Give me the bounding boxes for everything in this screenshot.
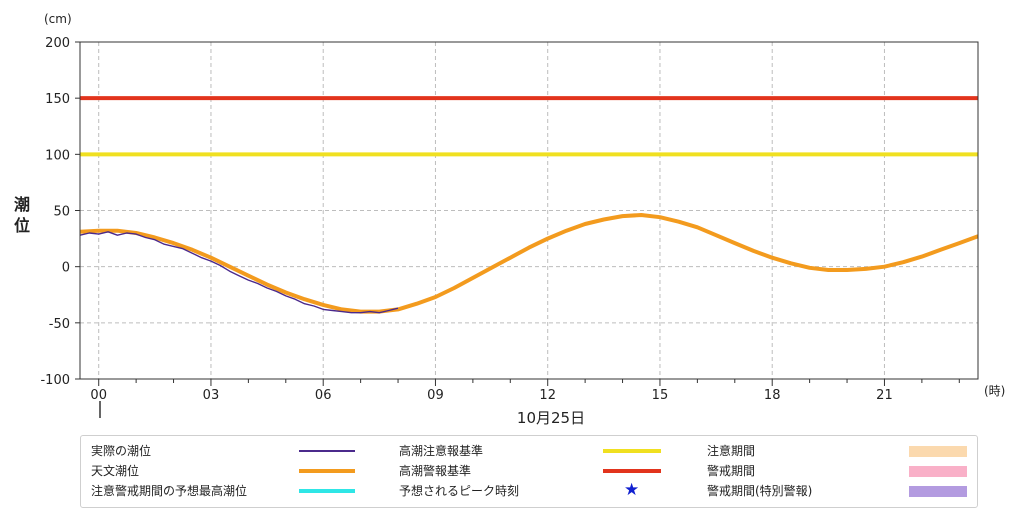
observed-tide-line bbox=[79, 231, 399, 314]
y-tick-label: -100 bbox=[40, 373, 70, 388]
y-axis-ticks: -100 -50 0 50 100 150 200 bbox=[40, 36, 80, 388]
x-tick-label: 21 bbox=[876, 388, 893, 403]
legend-label-observed: 実際の潮位 bbox=[91, 444, 152, 458]
legend-label-special-warning-period: 警戒期間(特別警報) bbox=[707, 484, 813, 498]
tide-chart: -100 -50 0 50 100 150 200 00 03 06 09 12 15 18 21 (cm… bbox=[14, 12, 1005, 427]
x-unit-label: (時) bbox=[984, 384, 1005, 398]
astronomical-tide-line bbox=[79, 213, 979, 314]
y-tick-label: 100 bbox=[45, 148, 70, 163]
legend-swatch-caution-level bbox=[603, 449, 661, 453]
legend-swatch-warning-level bbox=[603, 469, 661, 473]
x-axis-ticks: 00 03 06 09 12 15 18 21 bbox=[90, 379, 960, 403]
legend-swatch-caution-period bbox=[909, 446, 967, 457]
legend-label-caution-level: 高潮注意報基準 bbox=[399, 444, 484, 458]
legend-label-forecast-peak: 注意警戒期間の予想最高潮位 bbox=[91, 484, 248, 498]
legend-swatch-observed bbox=[299, 450, 355, 452]
y-tick-label: 50 bbox=[53, 205, 70, 220]
x-tick-label: 00 bbox=[90, 388, 107, 403]
x-tick-label: 06 bbox=[315, 388, 332, 403]
legend-swatch-warning-period bbox=[909, 466, 967, 477]
threshold-lines bbox=[80, 96, 978, 157]
star-icon: ★ bbox=[624, 480, 640, 500]
y-axis-label-line1: 潮 bbox=[14, 195, 30, 214]
series-lines bbox=[79, 213, 979, 314]
y-tick-label: 150 bbox=[45, 92, 70, 107]
legend-label-peak-time: 予想されるピーク時刻 bbox=[399, 484, 520, 498]
legend: 実際の潮位 天文潮位 注意警戒期間の予想最高潮位 高潮注意報基準 高潮警報基準 … bbox=[80, 435, 978, 508]
x-tick-label: 03 bbox=[203, 388, 220, 403]
legend-swatch-special-warning-period bbox=[909, 486, 967, 497]
legend-swatch-forecast-peak bbox=[299, 489, 355, 493]
legend-label-warning-level: 高潮警報基準 bbox=[399, 464, 472, 478]
date-label: 10月25日 bbox=[517, 409, 585, 427]
x-tick-label: 18 bbox=[764, 388, 781, 403]
legend-label-warning-period: 警戒期間 bbox=[707, 464, 756, 478]
legend-label-astronomical: 天文潮位 bbox=[91, 464, 140, 478]
x-tick-label: 15 bbox=[652, 388, 669, 403]
x-tick-label: 09 bbox=[427, 388, 444, 403]
y-tick-label: -50 bbox=[49, 317, 70, 332]
x-tick-label: 12 bbox=[539, 388, 556, 403]
y-tick-label: 200 bbox=[45, 36, 70, 51]
y-tick-label: 0 bbox=[62, 261, 70, 276]
y-axis-label-line2: 位 bbox=[14, 216, 30, 235]
grid-lines bbox=[80, 42, 978, 379]
y-unit-label: (cm) bbox=[44, 12, 72, 26]
legend-label-caution-period: 注意期間 bbox=[707, 444, 756, 458]
legend-swatch-astronomical bbox=[299, 469, 355, 473]
